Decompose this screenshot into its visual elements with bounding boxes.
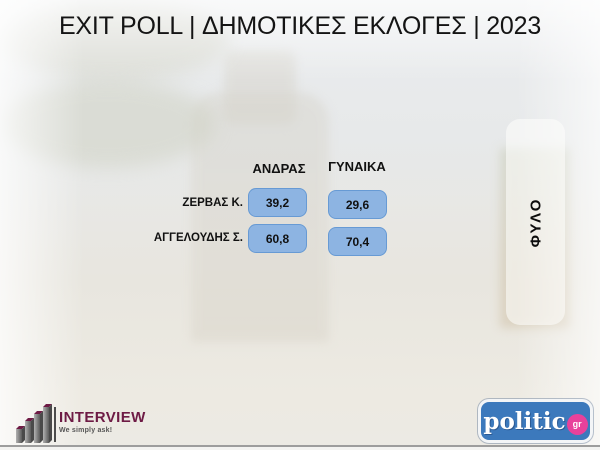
page-title: EXIT POLL | ΔΗΜΟΤΙΚΕΣ ΕΚΛΟΓΕΣ | 2023 — [58, 12, 542, 40]
interview-logo-divider — [54, 407, 56, 442]
column-header-andras: ΑΝΔΡΑΣ — [252, 161, 306, 176]
value-zervas-gynaika: 29,6 — [328, 190, 387, 219]
row-label-angeloudis: ΑΓΓΕΛΟΥΔΗΣ Σ. — [153, 232, 243, 244]
interview-bars-icon — [16, 404, 52, 443]
group-variable-panel: ΦΥΛΟ — [506, 119, 565, 325]
group-variable-label-wrap: ΦΥΛΟ — [506, 119, 565, 325]
value-angeloudis-andras: 60,8 — [248, 224, 307, 253]
row-label-zervas: ΖΕΡΒΑΣ Κ. — [182, 197, 243, 209]
politic-gr-badge: gr — [566, 413, 588, 435]
politic-logo-suffix: gr — [572, 418, 582, 429]
politic-gr-logo: politic gr — [478, 399, 593, 443]
bottom-strip — [0, 447, 600, 450]
interview-logo-tagline: We simply ask! — [59, 427, 113, 434]
column-header-gynaika: ΓΥΝΑΙΚΑ — [328, 159, 386, 174]
interview-logo-name: INTERVIEW — [59, 409, 146, 426]
bottom-divider-line — [0, 445, 600, 447]
group-variable-label: ΦΥΛΟ — [527, 197, 544, 247]
politic-logo-name: politic — [483, 407, 566, 435]
value-zervas-andras: 39,2 — [248, 188, 307, 217]
value-angeloudis-gynaika: 70,4 — [328, 227, 387, 256]
